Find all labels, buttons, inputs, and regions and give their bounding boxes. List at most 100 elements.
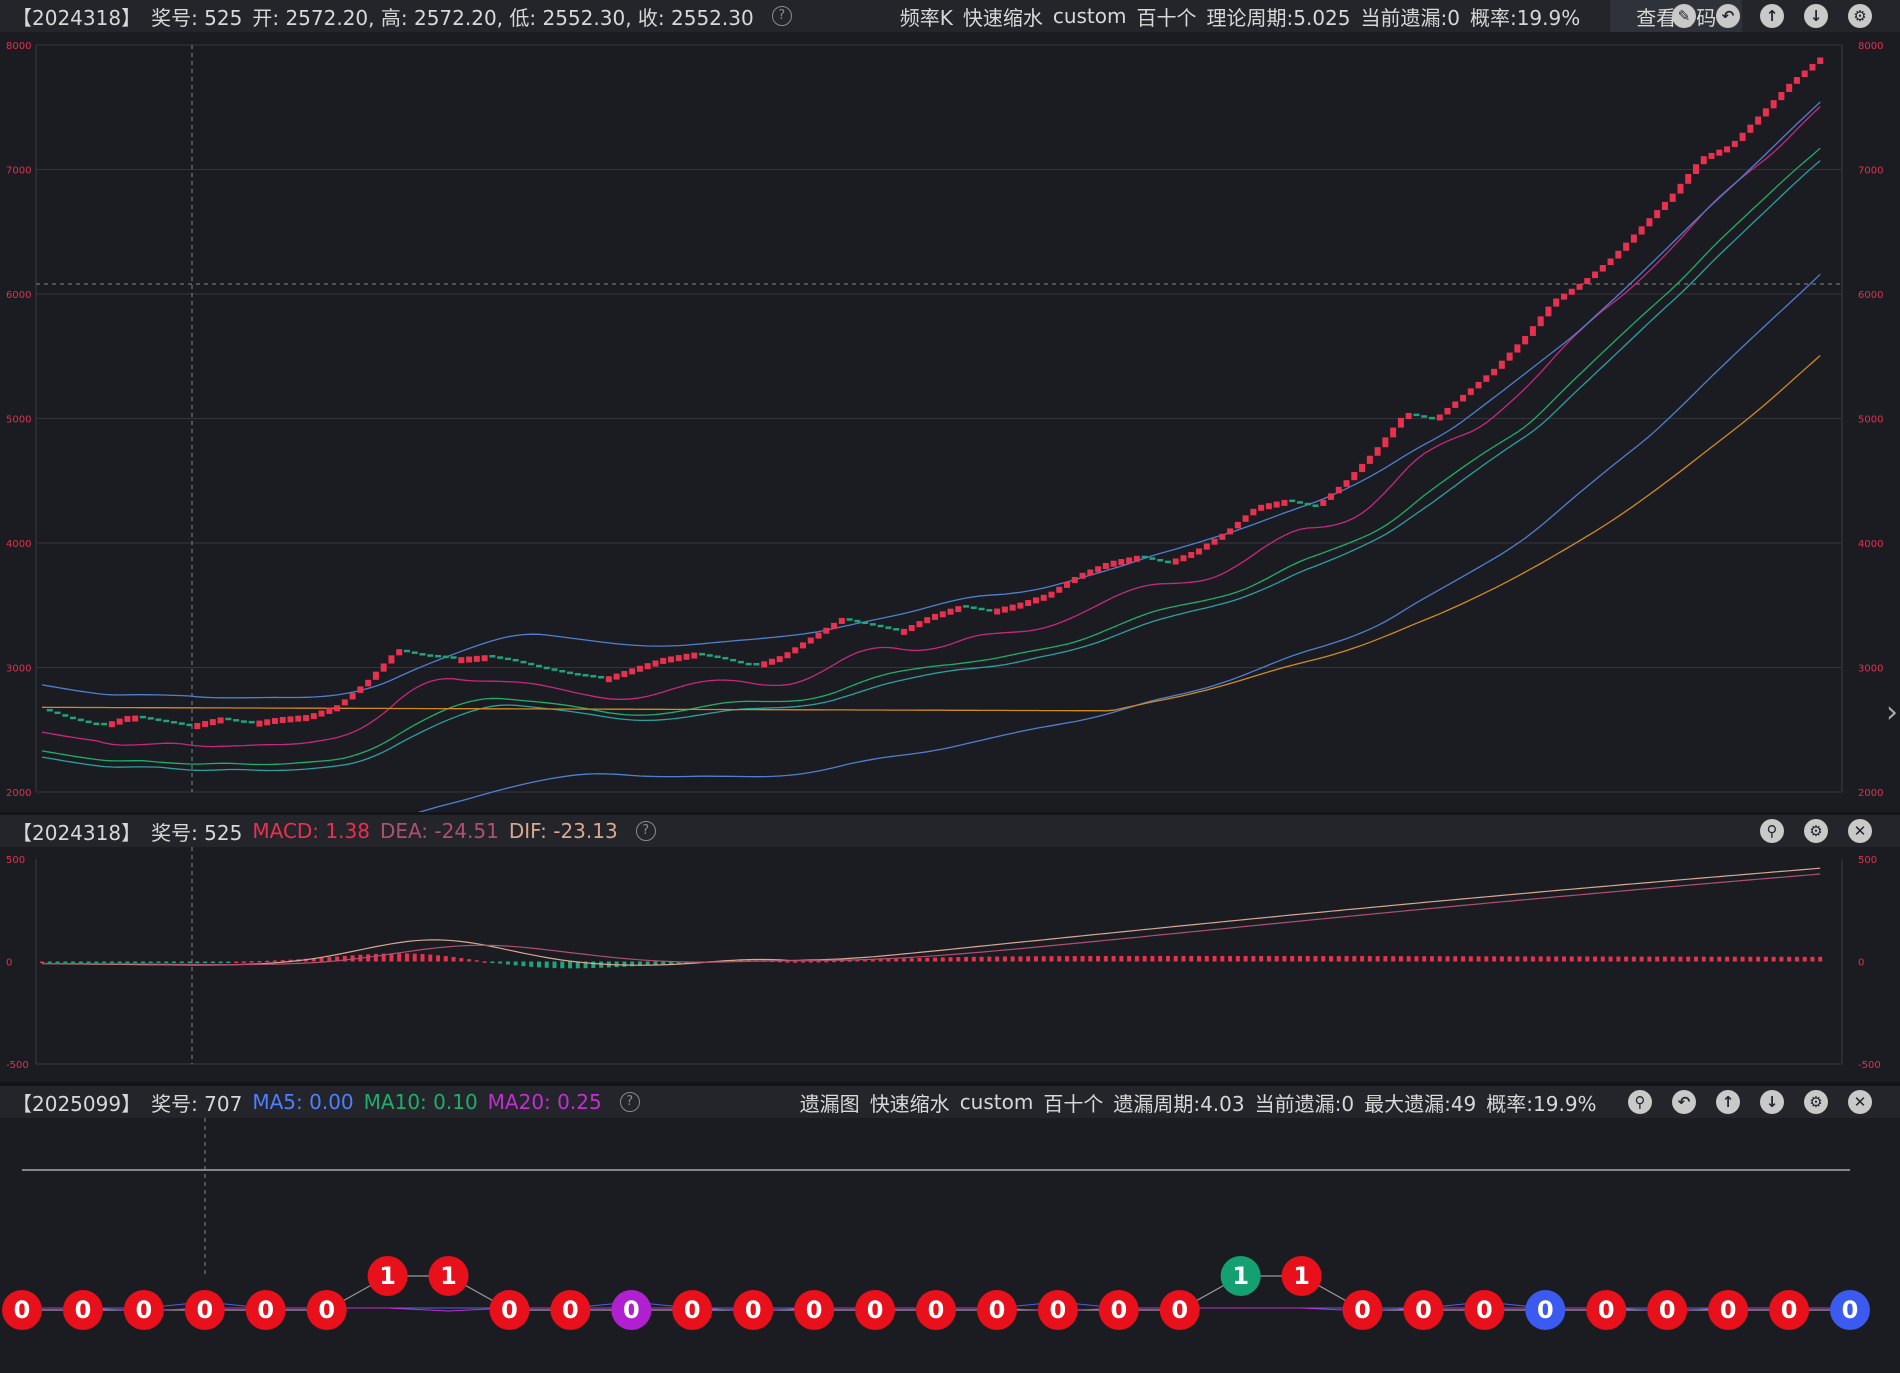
miss-node: 0 xyxy=(1769,1290,1810,1330)
ma-line-teal xyxy=(41,160,1821,772)
move-up-icon[interactable]: ↑ xyxy=(1760,4,1784,28)
candle-up xyxy=(1467,388,1474,395)
candle-down xyxy=(590,674,597,678)
miss-node-circle xyxy=(1525,1290,1566,1330)
miss-close-icon[interactable]: ✕ xyxy=(1848,1090,1872,1114)
candle-down xyxy=(528,662,535,666)
y-tick-label-left: 5000 xyxy=(6,415,31,426)
macd-help-icon[interactable]: ? xyxy=(635,821,656,841)
macd-chart[interactable]: 500 500 0 0 -500 -500 xyxy=(0,847,1900,1082)
candle-up xyxy=(683,653,690,660)
candle-up xyxy=(955,606,962,613)
candle-up xyxy=(1397,417,1404,428)
issue-label: 【2024318】 xyxy=(12,5,142,30)
candle-up xyxy=(924,617,931,624)
macd-bar xyxy=(1111,955,1116,962)
macd-bar xyxy=(1259,955,1264,962)
candle-down xyxy=(745,662,752,666)
candle-up xyxy=(1817,57,1824,64)
miss-award-label: 奖号: 707 xyxy=(151,1091,243,1116)
help-icon[interactable]: ? xyxy=(771,6,792,26)
macd-bar xyxy=(1515,956,1520,962)
candle-up xyxy=(1770,100,1777,109)
candle-up xyxy=(1801,70,1808,78)
miss-move-down-icon[interactable]: ↓ xyxy=(1760,1090,1784,1114)
miss-node: 0 xyxy=(1037,1290,1078,1330)
undo-icon[interactable]: ↶ xyxy=(1716,4,1740,28)
edit-icon[interactable]: ✎ xyxy=(1672,4,1696,28)
miss-undo-icon[interactable]: ↶ xyxy=(1672,1090,1696,1114)
miss-node: 0 xyxy=(1525,1290,1566,1330)
candle-up xyxy=(939,611,946,618)
macd-bar xyxy=(933,957,937,962)
candle-up xyxy=(947,608,954,615)
macd-bar xyxy=(1429,956,1434,962)
candle-down xyxy=(893,628,900,631)
miss-help-icon[interactable]: ? xyxy=(619,1092,640,1112)
settings-icon[interactable]: ⚙ xyxy=(1848,4,1872,28)
move-down-icon[interactable]: ↓ xyxy=(1804,4,1828,28)
macd-bar xyxy=(1678,956,1683,962)
miss-node-circle xyxy=(1586,1290,1627,1330)
miss-pin-icon[interactable]: ⚲ xyxy=(1628,1090,1652,1114)
macd-bar xyxy=(1251,955,1256,962)
candle-up xyxy=(1599,265,1606,272)
macd-bar xyxy=(1329,956,1334,962)
macd-tick-left: 0 xyxy=(6,958,12,969)
close-icon[interactable]: ✕ xyxy=(1848,819,1872,843)
ma-line-pink xyxy=(41,106,1821,748)
candle-down xyxy=(1141,555,1148,559)
miss-node-label: 0 xyxy=(1476,1296,1493,1324)
macd-bar xyxy=(855,960,860,962)
macd-toolbar: ⚲ ⚙ ✕ xyxy=(1750,819,1882,843)
y-tick-label-right: 3000 xyxy=(1858,664,1883,675)
miss-node: 0 xyxy=(855,1290,896,1330)
macd-tick-left: 500 xyxy=(6,855,25,866)
candle-down xyxy=(233,719,240,722)
miss-settings-icon[interactable]: ⚙ xyxy=(1804,1090,1828,1114)
miss-custom-label: custom xyxy=(959,1090,1034,1114)
macd-bar xyxy=(1507,956,1512,962)
candle-up xyxy=(1460,394,1467,402)
macd-bar xyxy=(870,959,875,962)
candle-up xyxy=(1646,218,1653,227)
macd-settings-icon[interactable]: ⚙ xyxy=(1804,819,1828,843)
macd-bar xyxy=(187,961,192,963)
candle-up xyxy=(660,657,667,664)
macd-bar xyxy=(265,960,270,963)
candle-up xyxy=(1592,271,1599,279)
miss-node: 0 xyxy=(123,1290,164,1330)
macd-bar xyxy=(335,956,340,962)
candle-down xyxy=(101,722,108,726)
miss-node: 1 xyxy=(367,1256,408,1296)
candle-up xyxy=(605,676,612,683)
pin-icon[interactable]: ⚲ xyxy=(1760,819,1784,843)
candle-down xyxy=(248,720,255,724)
candle-up xyxy=(644,663,651,670)
miss-node-label: 0 xyxy=(1781,1296,1798,1324)
candle-up xyxy=(1793,77,1800,84)
candle-down xyxy=(1157,558,1164,562)
miss-chart[interactable]: 0 0 0 0 0 0 1 1 0 0 0 0 0 0 0 0 0 0 0 0 1 1 0 0 0 0 0 0 0 0 0 xyxy=(0,1118,1900,1373)
candle-up xyxy=(1778,92,1785,101)
candle-down xyxy=(598,675,605,679)
macd-bar xyxy=(1158,955,1163,962)
main-toolbar: ✎ ↶ ↑ ↓ ⚙ xyxy=(1662,4,1882,28)
candle-up xyxy=(1250,508,1257,516)
miss-node-circle xyxy=(1220,1256,1261,1296)
candle-up xyxy=(652,660,659,667)
candle-down xyxy=(163,719,170,723)
macd-bar xyxy=(917,957,922,962)
miss-node: 1 xyxy=(1220,1256,1261,1296)
miss-node-label: 0 xyxy=(745,1296,762,1324)
macd-bar xyxy=(102,961,107,963)
candle-up xyxy=(776,656,783,663)
candle-down xyxy=(70,716,77,720)
miss-issue-label: 【2025099】 xyxy=(12,1091,142,1116)
candlestick-chart[interactable]: 2000 2000 3000 3000 4000 4000 5000 5000 6000 6000… xyxy=(0,32,1900,812)
macd-bar xyxy=(1437,956,1442,962)
expand-icon[interactable]: › xyxy=(1886,695,1898,730)
macd-bar xyxy=(1026,956,1031,962)
candle-up xyxy=(1436,414,1443,421)
miss-move-up-icon[interactable]: ↑ xyxy=(1716,1090,1740,1114)
